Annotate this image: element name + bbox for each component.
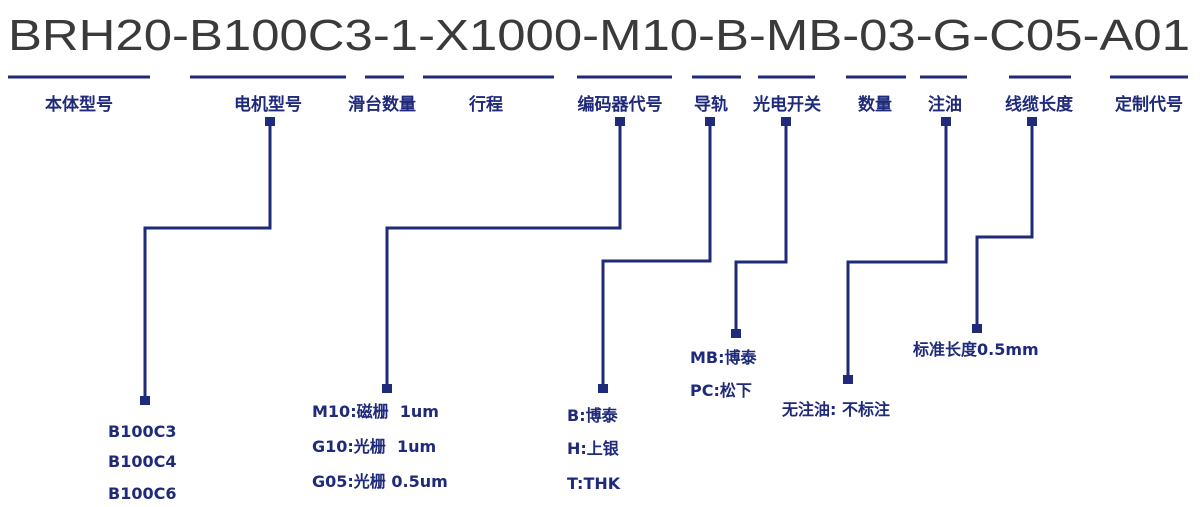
motor-option: B100C4 <box>108 452 176 471</box>
rail-option: T:THK <box>567 474 621 493</box>
label-encoder-code: 编码器代号 <box>578 94 663 115</box>
label-quantity: 数量 <box>858 94 892 115</box>
terminal-square <box>382 384 392 393</box>
connector-encoder <box>385 122 622 388</box>
label-photo-switch: 光电开关 <box>752 94 821 115</box>
terminal-square <box>615 117 625 126</box>
photo-switch-option: PC:松下 <box>690 381 752 400</box>
cable-length-option: 标准长度0.5mm <box>912 340 1039 359</box>
terminal-square <box>705 117 715 126</box>
encoder-option: G05:光栅 0.5um <box>312 472 448 491</box>
oiling-option: 无注油: 不标注 <box>781 400 890 419</box>
terminal-square <box>972 324 982 333</box>
connector-rail <box>601 122 712 388</box>
label-body-model: 本体型号 <box>45 94 113 115</box>
terminal-square <box>1027 117 1037 126</box>
terminal-square <box>598 384 608 393</box>
connector-terminals <box>140 117 1037 405</box>
label-oiling: 注油 <box>928 94 962 115</box>
connector-photo-switch <box>734 122 788 333</box>
photo-switch-option: MB:博泰 <box>690 348 758 367</box>
model-code-title: BRH20-B100C3-1-X1000-M10-B-MB-03-G-C05-A… <box>8 11 1190 60</box>
rail-option: H:上银 <box>567 439 620 458</box>
motor-option: B100C6 <box>108 484 176 503</box>
encoder-option: M10:磁栅 1um <box>312 402 439 421</box>
connector-motor <box>143 122 272 400</box>
label-cable-length: 线缆长度 <box>1005 94 1074 115</box>
label-guide-rail: 导轨 <box>694 94 728 115</box>
connectors <box>143 122 1034 400</box>
terminal-square <box>941 117 951 126</box>
terminal-square <box>781 117 791 126</box>
terminal-square <box>843 375 853 384</box>
label-custom-code: 定制代号 <box>1115 94 1183 115</box>
label-slide-count: 滑台数量 <box>348 94 416 115</box>
terminal-square <box>140 396 150 405</box>
label-motor-model: 电机型号 <box>234 94 302 115</box>
terminal-square <box>731 329 741 338</box>
motor-option: B100C3 <box>108 422 176 441</box>
connector-cable <box>975 122 1034 328</box>
encoder-option: G10:光栅 1um <box>312 437 436 456</box>
label-stroke: 行程 <box>468 94 503 115</box>
rail-option: B:博泰 <box>567 406 619 425</box>
connector-oiling <box>846 122 948 379</box>
terminal-square <box>265 117 275 126</box>
